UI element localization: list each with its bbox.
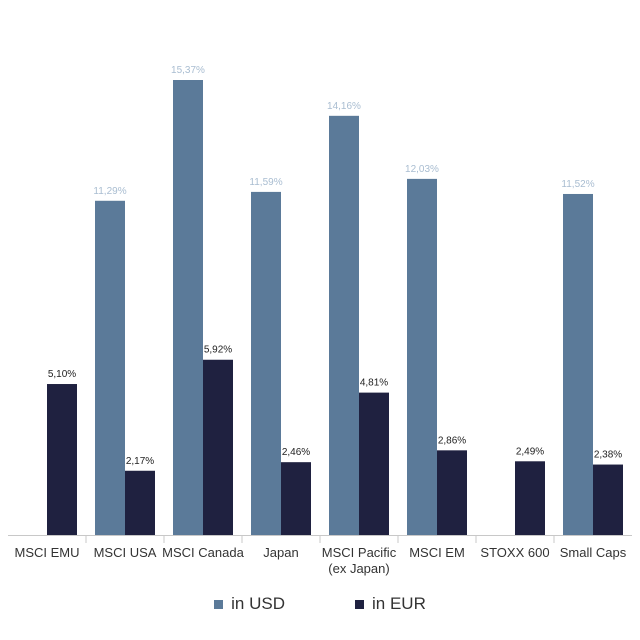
legend-label-eur: in EUR bbox=[372, 594, 426, 614]
x-tick-label-5: MSCI EM bbox=[409, 545, 465, 560]
bar-eur-3 bbox=[281, 462, 311, 535]
bar-usd-1 bbox=[95, 201, 125, 535]
bar-usd-3 bbox=[251, 192, 281, 535]
legend: in USD in EUR bbox=[0, 594, 640, 614]
legend-label-usd: in USD bbox=[231, 594, 285, 614]
data-label-eur-4: 4,81% bbox=[360, 378, 388, 389]
data-label-usd-3: 11,59% bbox=[249, 177, 282, 188]
bar-eur-7 bbox=[593, 465, 623, 535]
bar-eur-0 bbox=[47, 384, 77, 535]
x-tick-label-4: MSCI Pacific (ex Japan) bbox=[322, 545, 397, 576]
legend-item-usd: in USD bbox=[214, 594, 285, 614]
bar-eur-4 bbox=[359, 393, 389, 535]
bar-usd-4 bbox=[329, 116, 359, 535]
legend-swatch-usd bbox=[214, 600, 223, 609]
x-tick-label-6: STOXX 600 bbox=[480, 545, 549, 560]
bar-eur-2 bbox=[203, 360, 233, 535]
data-label-eur-5: 2,86% bbox=[438, 435, 466, 446]
bar-usd-7 bbox=[563, 194, 593, 535]
data-label-eur-0: 5,10% bbox=[48, 369, 76, 380]
x-tick-label-0: MSCI EMU bbox=[15, 545, 80, 560]
bar-eur-6 bbox=[515, 461, 545, 535]
x-tick-label-7: Small Caps bbox=[560, 545, 627, 560]
bar-eur-5 bbox=[437, 450, 467, 535]
data-label-usd-1: 11,29% bbox=[93, 186, 126, 197]
data-label-eur-3: 2,46% bbox=[282, 447, 310, 458]
legend-item-eur: in EUR bbox=[355, 594, 426, 614]
chart-svg: 5,10% MSCI EMU 11,29% 2,17% MSCI USA 15,37% 5,… bbox=[0, 0, 640, 580]
data-label-usd-5: 12,03% bbox=[405, 164, 439, 175]
bar-usd-5 bbox=[407, 179, 437, 535]
x-tick-label-2: MSCI Canada bbox=[162, 545, 244, 560]
data-label-usd-7: 11,52% bbox=[561, 179, 594, 190]
x-tick-label-3: Japan bbox=[263, 545, 298, 560]
x-tick-label-1: MSCI USA bbox=[94, 545, 157, 560]
data-label-eur-6: 2,49% bbox=[516, 446, 544, 457]
bar-usd-2 bbox=[173, 80, 203, 535]
data-label-usd-2: 15,37% bbox=[171, 65, 205, 76]
legend-swatch-eur bbox=[355, 600, 364, 609]
data-label-usd-4: 14,16% bbox=[327, 101, 361, 112]
data-label-eur-7: 2,38% bbox=[594, 450, 622, 461]
data-label-eur-1: 2,17% bbox=[126, 456, 154, 467]
data-label-eur-2: 5,92% bbox=[204, 345, 232, 356]
bar-eur-1 bbox=[125, 471, 155, 535]
